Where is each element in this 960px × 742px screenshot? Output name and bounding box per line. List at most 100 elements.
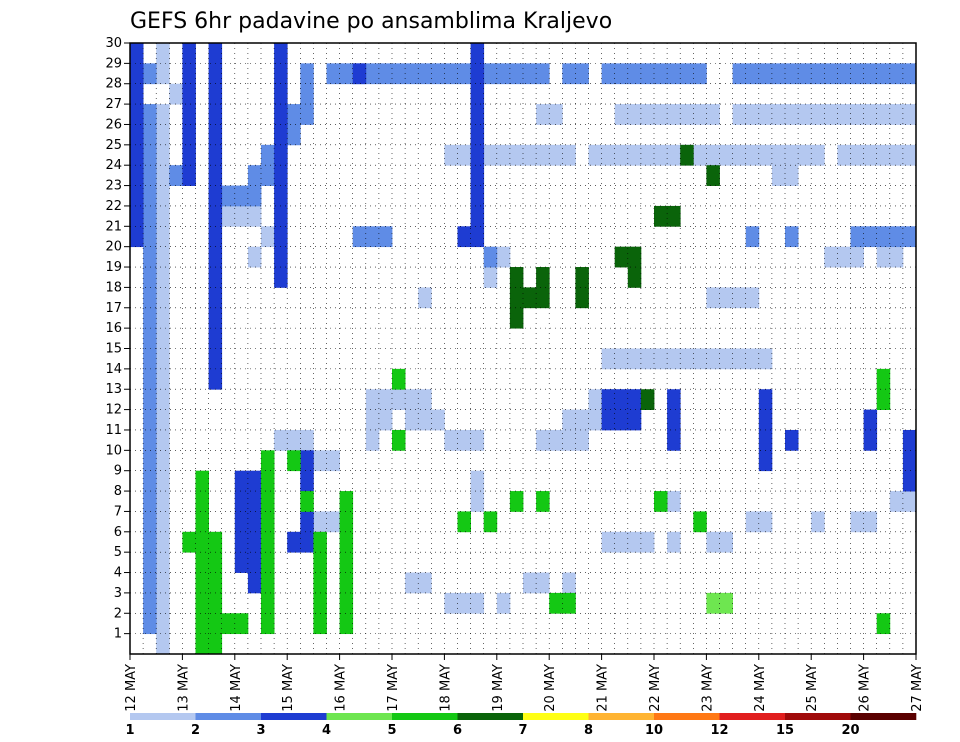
heatmap-cell: [745, 287, 760, 309]
heatmap-cell: [208, 226, 223, 248]
heatmap-cell: [614, 348, 629, 370]
heatmap-cell: [365, 389, 380, 410]
heatmap-cell: [208, 328, 223, 349]
heatmap-cell: [431, 409, 445, 431]
heatmap-cell: [339, 572, 354, 594]
heatmap-cell: [195, 470, 209, 492]
heatmap-cell: [654, 205, 668, 227]
heatmap-cell: [680, 348, 694, 370]
heatmap-cell: [392, 429, 406, 451]
colorbar-swatch: [654, 713, 720, 720]
heatmap-cell: [601, 144, 616, 166]
y-tick-label: 29: [105, 56, 122, 71]
heatmap-cell: [614, 63, 629, 85]
heatmap-cell: [654, 491, 668, 512]
heatmap-cell: [274, 226, 288, 248]
heatmap-cell: [182, 63, 196, 85]
colorbar-swatch: [785, 713, 851, 720]
heatmap-cell: [313, 552, 327, 573]
heatmap-cell: [680, 144, 694, 166]
y-tick-label: 13: [105, 382, 122, 397]
colorbar-label: 3: [256, 723, 265, 738]
heatmap-cell: [156, 226, 170, 248]
heatmap-cell: [182, 165, 196, 186]
heatmap-cell: [640, 63, 655, 85]
heatmap-cell: [614, 531, 629, 553]
heatmap-cell: [143, 552, 157, 573]
heatmap-cell: [588, 144, 602, 166]
heatmap-cell: [274, 246, 288, 268]
heatmap-cell: [156, 205, 170, 227]
heatmap-cell: [261, 165, 275, 186]
heatmap-cell: [313, 511, 327, 533]
heatmap-cell: [706, 348, 720, 370]
heatmap-cell: [182, 531, 196, 553]
y-tick-label: 27: [105, 97, 122, 112]
heatmap-cell: [156, 104, 170, 125]
heatmap-cell: [706, 531, 720, 553]
heatmap-cell: [274, 124, 288, 146]
heatmap-cell: [470, 83, 485, 105]
x-tick-label: 23 MAY: [700, 664, 715, 712]
heatmap-cell: [234, 552, 249, 573]
heatmap-cell: [143, 328, 157, 349]
heatmap-cell: [562, 592, 576, 614]
heatmap-cell: [274, 43, 288, 64]
colorbar-label: 15: [776, 723, 794, 738]
x-tick-label: 18 MAY: [438, 664, 453, 712]
heatmap-cell: [418, 389, 432, 410]
heatmap-cell: [496, 592, 511, 614]
heatmap-cell: [339, 511, 354, 533]
heatmap-cell: [208, 124, 223, 146]
heatmap-cell: [902, 63, 917, 85]
heatmap-cell: [234, 531, 249, 553]
colorbar-swatch: [588, 713, 655, 720]
heatmap-cell: [837, 104, 851, 125]
heatmap-cell: [274, 267, 288, 288]
heatmap-cell: [693, 511, 707, 533]
heatmap-cell: [156, 124, 170, 146]
heatmap-cell: [208, 613, 223, 635]
heatmap-cell: [156, 348, 170, 370]
colorbar-swatch: [195, 713, 262, 720]
heatmap-cell: [156, 165, 170, 186]
heatmap-cell: [208, 592, 223, 614]
heatmap-cell: [208, 83, 223, 105]
colorbar-swatch: [392, 713, 458, 720]
heatmap-cell: [274, 63, 288, 85]
heatmap-cell: [274, 429, 288, 451]
heatmap-cell: [470, 165, 485, 186]
heatmap-cell: [824, 246, 838, 268]
heatmap-cell: [470, 43, 485, 64]
heatmap-cell: [457, 429, 471, 451]
heatmap-cell: [509, 63, 524, 85]
heatmap-cell: [640, 389, 655, 410]
heatmap-cell: [247, 470, 262, 492]
heatmap-cell: [771, 104, 786, 125]
heatmap-cell: [706, 592, 720, 614]
y-tick-label: 25: [105, 138, 122, 153]
heatmap-cell: [130, 205, 144, 227]
heatmap-cell: [693, 63, 707, 85]
heatmap-cell: [143, 307, 157, 329]
heatmap-cell: [156, 552, 170, 573]
heatmap-cell: [863, 63, 878, 85]
y-tick-label: 14: [105, 362, 122, 377]
heatmap-cell: [693, 348, 707, 370]
heatmap-cell: [130, 43, 144, 64]
heatmap-cell: [247, 165, 262, 186]
heatmap-cell: [758, 104, 773, 125]
heatmap-cell: [837, 63, 851, 85]
x-tick-label: 17 MAY: [386, 664, 401, 712]
heatmap-cell: [549, 592, 563, 614]
heatmap-cell: [261, 226, 275, 248]
heatmap-cell: [889, 226, 904, 248]
heatmap-cell: [483, 246, 498, 268]
y-tick-label: 5: [114, 545, 122, 560]
heatmap-cell: [457, 511, 471, 533]
heatmap-cell: [876, 63, 891, 85]
heatmap-cell: [444, 63, 458, 85]
heatmap-cell: [667, 205, 681, 227]
heatmap-cell: [261, 511, 275, 533]
x-tick-label: 25 MAY: [805, 664, 820, 712]
